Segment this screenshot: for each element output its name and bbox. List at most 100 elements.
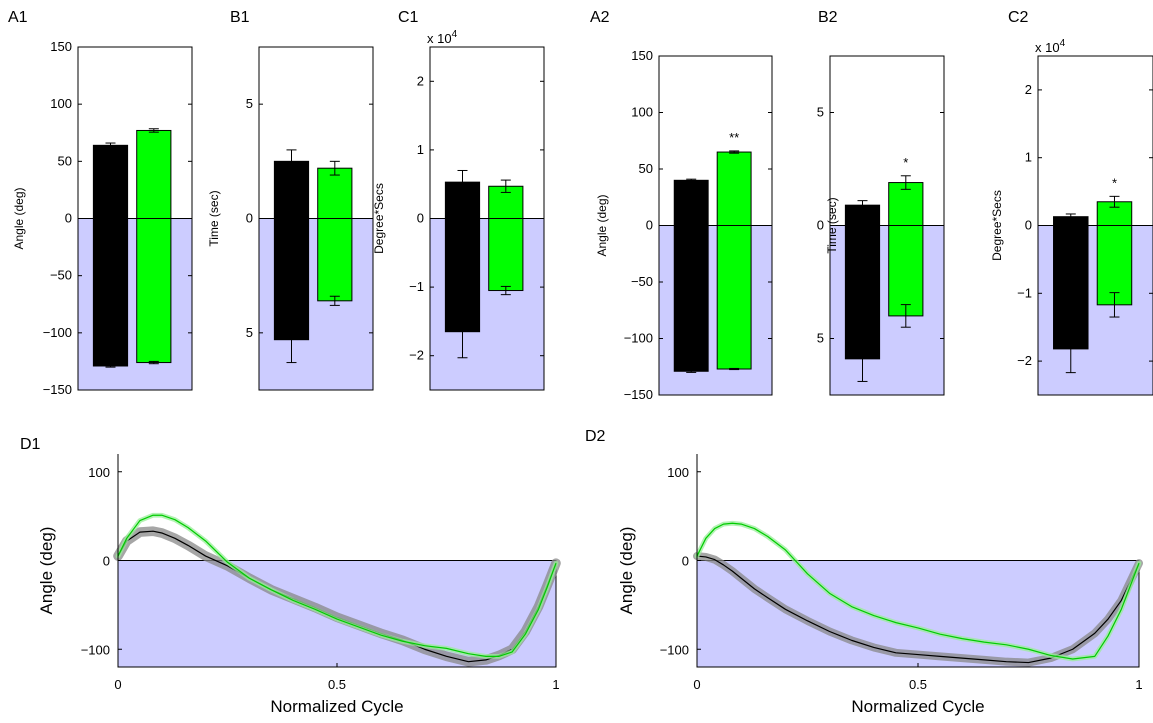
errorbar-green-negative [729,367,740,371]
ytick-label: 150 [50,39,72,54]
errorbar-black-positive [286,149,297,174]
ytick-label: 5 [246,325,253,340]
x-axis-label: Normalized Cycle [270,697,403,716]
y-axis-label: Angle (deg) [595,194,609,256]
errorbar-green-positive [148,128,159,133]
errorbar-black-negative [105,364,116,368]
ytick-label: −2 [1017,353,1032,368]
bar-green [1096,201,1133,306]
ytick-label: 0 [682,554,689,569]
ytick-label: 5 [817,105,824,120]
ytick-label: 0 [817,218,824,233]
ytick-label: −50 [50,268,72,283]
panel-letter: B2 [818,9,838,26]
ytick-label: 0 [103,554,110,569]
bar-black [92,144,129,367]
ytick-label: −50 [631,274,653,289]
x-axis-label: Normalized Cycle [851,697,984,716]
errorbar-black-positive [105,142,116,149]
y-axis-label: Angle (deg) [37,527,56,615]
bar-black [844,204,881,360]
xtick-label: 1 [1135,677,1142,692]
ytick-label: −1 [1017,285,1032,300]
exponent-label: x 104 [427,29,458,46]
ytick-label: 100 [667,465,689,480]
ytick-label: 0 [417,211,424,226]
ytick-label: 2 [417,73,424,88]
ytick-label: 150 [631,48,653,63]
ytick-label: 0 [646,218,653,233]
ytick-label: 100 [631,105,653,120]
significance-marker: * [903,155,908,170]
errorbar-green-positive [329,160,340,176]
panel-letter: A1 [8,9,28,26]
ytick-label: −150 [624,387,653,402]
errorbar-black-negative [457,305,468,359]
bar-panel-a1: −150 −100 −50 0 50 100 150 Angle (deg) A1 [8,9,193,397]
ytick-label: 100 [50,96,72,111]
xtick-label: 0 [114,677,121,692]
errorbar-black-negative [1065,324,1076,374]
errorbar-green-negative [900,304,911,328]
errorbar-black-positive [1065,213,1076,220]
ytick-label: 5 [246,96,253,111]
errorbar-green-negative [329,295,340,306]
xtick-label: 0.5 [909,677,927,692]
significance-marker: ** [729,130,739,145]
bar-green [888,182,924,317]
panel-letter: D2 [585,428,606,445]
xtick-label: 1 [552,677,559,692]
ytick-label: −2 [409,348,424,363]
ytick-label: 2 [1025,82,1032,97]
series-line-black [696,555,1140,664]
ytick-label: 0 [246,211,253,226]
bar-black [273,160,310,341]
errorbar-green-positive [500,179,511,193]
errorbar-green-positive [1109,195,1120,208]
panel-letter: A2 [590,9,610,26]
errorbar-black-negative [286,316,297,364]
bar-green [488,185,524,292]
errorbar-black-negative [686,369,697,373]
series-line-green [117,514,557,657]
series-line-green [696,522,1140,660]
ytick-label: 1 [1025,150,1032,165]
errorbar-green-negative [1109,292,1120,318]
panel-letter: C2 [1008,9,1029,26]
xtick-label: 0.5 [328,677,346,692]
ytick-label: 1 [417,142,424,157]
ytick-label: 0 [65,211,72,226]
ytick-label: 50 [639,161,653,176]
y-axis-label: Degree*Secs [990,190,1004,261]
y-axis-label: Time (sec) [207,190,221,246]
errorbar-black-negative [857,335,868,382]
ytick-label: 5 [817,331,824,346]
errorbar-black-positive [457,169,468,195]
ytick-label: 50 [58,153,72,168]
ytick-label: −1 [409,279,424,294]
ytick-label: −150 [43,382,72,397]
ytick-label: −100 [81,642,110,657]
bar-black [673,179,709,372]
panel-letter: D1 [20,436,41,453]
line-panel-d1: −100 0 100 0 0.5 1 Normalized Cycle Angle (deg)… [20,436,561,716]
bar-panel-b1: 5 0 5 Time (sec) B1 [207,9,374,391]
line-panels: −100 0 100 0 0.5 1 Normalized Cycle Angle (deg)… [20,428,1143,716]
panel-letter: C1 [398,9,419,26]
bar-panel-a2: ** −150 −100 −50 0 50 100 150 Angle (deg) A2 [590,9,773,402]
y-axis-label: Angle (deg) [12,187,26,249]
ytick-label: 0 [1025,218,1032,233]
bar-panel-c1: −2 −1 0 1 2 Degree*Secs C1 x 104 [372,9,545,391]
significance-marker: * [1112,175,1117,190]
bar-green [716,151,752,370]
errorbar-green-positive [729,150,740,154]
errorbar-green-positive [900,175,911,190]
ytick-label: −100 [43,325,72,340]
ytick-label: −100 [624,331,653,346]
errorbar-green-negative [148,360,159,365]
y-axis-label: Time (sec) [825,197,839,253]
bar-green [136,129,172,364]
errorbar-black-positive [686,178,697,182]
